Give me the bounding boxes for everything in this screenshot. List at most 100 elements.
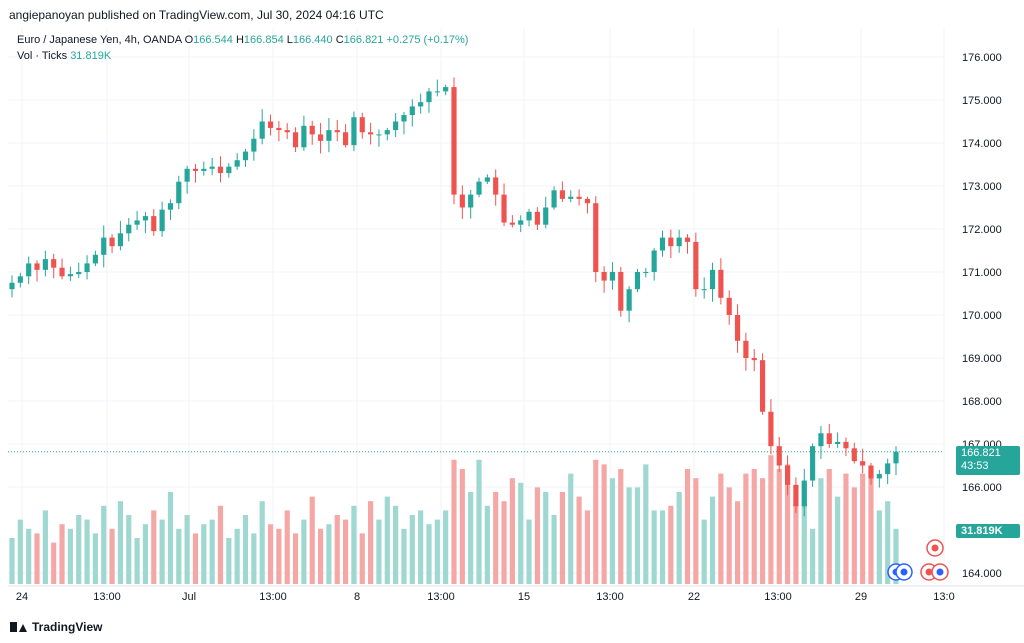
event-markers[interactable] <box>887 539 949 581</box>
volume-bar <box>376 519 382 584</box>
price-axis[interactable]: 176.000 175.000 174.000 173.000 172.000 171.0… <box>962 52 1002 580</box>
volume-bar <box>309 496 315 584</box>
volume-bar <box>868 478 874 584</box>
candle-body <box>443 87 449 92</box>
volume-bar <box>693 478 699 584</box>
y-tick-label: 176.000 <box>962 52 1002 64</box>
high-label: H <box>235 34 244 46</box>
volume-bar <box>601 464 607 584</box>
volume-bar <box>159 519 165 584</box>
candle-body <box>267 121 274 128</box>
volume-bar <box>401 528 407 584</box>
candle-body <box>384 130 390 135</box>
volume-bar <box>51 542 57 584</box>
candle-body <box>876 474 882 479</box>
symbol-legend[interactable]: Euro / Japanese Yen, 4h, OANDA O166.544 … <box>17 34 468 46</box>
candle-body <box>701 289 707 291</box>
volume-bar <box>76 515 82 584</box>
candle-body <box>9 282 15 290</box>
volume-bar <box>559 492 566 584</box>
close-label: C <box>335 34 344 46</box>
candle-body <box>226 166 232 174</box>
volume-bar <box>126 515 132 584</box>
volume-bar <box>709 496 716 584</box>
footer-brand[interactable]: TradingView <box>10 620 102 634</box>
tradingview-logo-icon <box>10 622 27 632</box>
volume-bar <box>251 533 257 584</box>
y-tick-label: 168.000 <box>962 396 1002 408</box>
publisher-line: angiepanoyan published on TradingView.co… <box>9 8 384 22</box>
volume-bar <box>284 510 290 584</box>
candle-body <box>259 121 265 139</box>
low-label: L <box>286 34 293 46</box>
candle-body <box>576 196 582 199</box>
y-tick-label: 170.000 <box>962 310 1002 322</box>
candle-body <box>334 130 340 133</box>
volume-bar <box>34 533 40 584</box>
high-value: 166.854 <box>243 34 284 46</box>
volume-bar <box>851 487 857 584</box>
volume-bar <box>659 510 666 584</box>
candle-body <box>776 446 782 466</box>
volume-bar <box>593 459 599 584</box>
volume-bar <box>368 501 374 584</box>
candle-body <box>76 272 82 275</box>
candle-body <box>51 259 57 268</box>
candle-body <box>484 177 490 182</box>
candle-body <box>534 211 540 225</box>
volume-bar <box>142 524 149 584</box>
x-tick-label: Jul <box>182 591 196 603</box>
candle-body <box>868 465 874 479</box>
candle-body <box>376 134 382 136</box>
x-tick-label: 13:0 <box>933 591 954 603</box>
volume-legend[interactable]: Vol · Ticks 31.819K <box>17 50 111 62</box>
low-value: 166.440 <box>292 34 333 46</box>
candle-body <box>801 480 807 507</box>
volume-bar <box>518 482 524 584</box>
volume-bar <box>743 473 749 584</box>
candle-body <box>601 272 607 281</box>
volume-bar <box>484 505 490 584</box>
volume-bar <box>42 510 48 584</box>
candles <box>9 77 899 517</box>
candle-body <box>276 127 282 131</box>
candle-body <box>109 237 115 247</box>
volume-bar <box>626 487 632 584</box>
volume-label: Vol · Ticks <box>17 50 68 62</box>
volume-bar <box>209 519 215 584</box>
candle-body <box>459 194 465 208</box>
volume-bar <box>84 519 90 584</box>
candle-body <box>368 132 374 135</box>
volume-bar <box>885 501 891 584</box>
candle-body <box>634 272 641 290</box>
bar-countdown: 43:53 <box>961 460 989 472</box>
volume-bar <box>409 515 415 584</box>
volume-bar <box>334 515 340 584</box>
volume-bar <box>342 519 349 584</box>
volume-bar <box>759 478 766 584</box>
candle-body <box>843 441 849 449</box>
time-axis[interactable]: 24 13:00 Jul 13:00 8 13:00 15 13:00 22 13:00 29 13:… <box>16 591 955 603</box>
volume-bar <box>526 519 532 584</box>
open-label: O <box>184 34 194 46</box>
candle-body <box>784 465 791 485</box>
candle-body <box>734 315 741 341</box>
x-tick-label: 13:00 <box>427 591 455 603</box>
close-value: 166.821 <box>343 34 384 46</box>
candle-body <box>810 446 816 481</box>
volume-bar <box>793 496 799 584</box>
volume-bar <box>609 478 616 584</box>
candle-body <box>393 121 399 131</box>
candle-body <box>618 272 624 311</box>
candle-body <box>317 134 324 141</box>
candle-body <box>359 117 365 133</box>
candle-body <box>568 196 574 199</box>
candle-body <box>426 91 432 103</box>
x-tick-label: 13:00 <box>93 591 121 603</box>
volume-bar <box>551 515 557 584</box>
candle-body <box>67 274 73 277</box>
candle-body <box>117 233 124 247</box>
candle-body <box>751 358 757 361</box>
candle-body <box>251 138 257 152</box>
